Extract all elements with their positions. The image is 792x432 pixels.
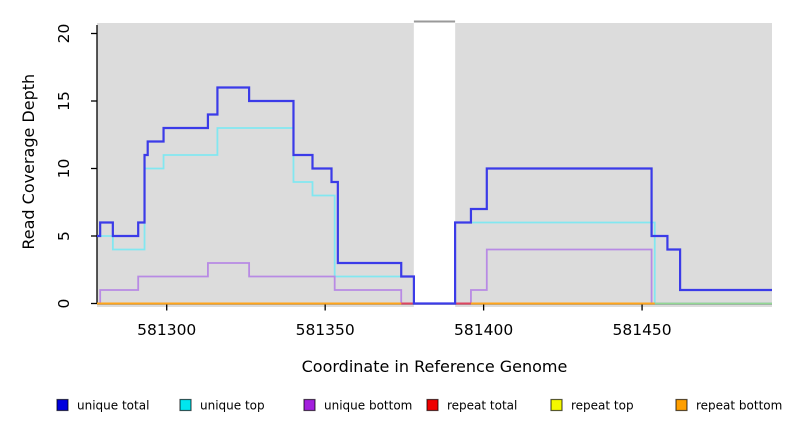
y-axis-title: Read Coverage Depth [19,74,38,250]
x-tick-label: 581450 [612,321,671,339]
legend-label-repeat-bottom: repeat bottom [696,399,782,413]
legend-label-repeat-top: repeat top [571,399,634,413]
series-unique-bottom-line [97,248,772,305]
legend-label-unique-bottom: unique bottom [324,399,412,413]
legend-label-unique-top: unique top [200,399,265,413]
legend-swatch-unique-top [179,398,192,412]
y-tick-label: 5 [55,231,73,241]
x-axis-title: Coordinate in Reference Genome [302,357,568,376]
y-tick-label: 0 [55,299,73,309]
legend-label-repeat-total: repeat total [447,399,517,413]
legend-swatch-repeat-bottom [675,398,688,412]
x-tick-label: 581300 [137,321,196,339]
y-tick-label: 20 [55,24,73,44]
series-unique-total-line [97,86,772,305]
legend-swatch-unique-total [56,398,69,412]
gap-region [413,21,456,307]
legend-swatch-unique-bottom [303,398,316,412]
legend-swatch-repeat-total [426,398,439,412]
y-tick-label: 15 [55,91,73,111]
x-tick-label: 581400 [454,321,513,339]
legend-swatch-repeat-top [550,398,563,412]
y-tick-label: 10 [55,159,73,179]
coverage-region-panel-0 [97,23,414,307]
coverage-region-panel-1 [455,23,772,307]
x-tick-label: 581350 [296,321,355,339]
legend-label-unique-total: unique total [77,399,149,413]
